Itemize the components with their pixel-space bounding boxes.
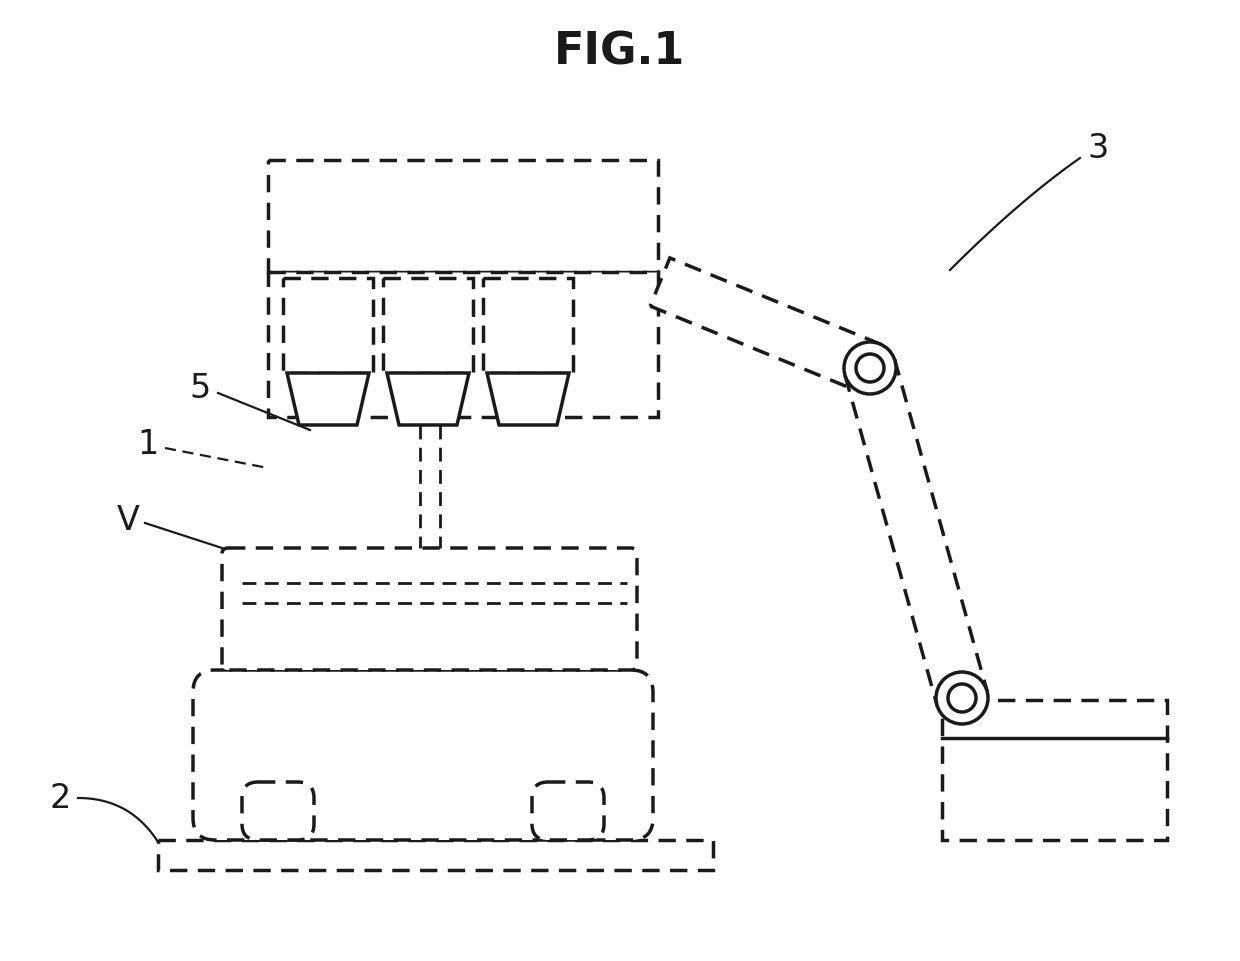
Text: 2: 2 <box>50 781 71 815</box>
Text: V: V <box>117 504 139 536</box>
FancyBboxPatch shape <box>242 782 314 840</box>
Bar <box>484 278 573 373</box>
Bar <box>942 700 1167 840</box>
Text: 1: 1 <box>138 429 159 461</box>
Polygon shape <box>844 361 987 705</box>
Circle shape <box>844 342 897 394</box>
Polygon shape <box>487 373 569 425</box>
FancyBboxPatch shape <box>222 548 637 670</box>
Polygon shape <box>286 373 370 425</box>
Text: 3: 3 <box>1087 132 1109 164</box>
FancyBboxPatch shape <box>532 782 604 840</box>
Bar <box>283 278 373 373</box>
Text: 5: 5 <box>190 372 211 405</box>
Bar <box>268 272 658 417</box>
Text: FIG.1: FIG.1 <box>554 31 686 73</box>
Polygon shape <box>387 373 469 425</box>
Polygon shape <box>650 258 880 392</box>
FancyBboxPatch shape <box>193 670 653 840</box>
Bar <box>157 840 713 870</box>
Bar <box>268 160 658 272</box>
Circle shape <box>936 672 988 724</box>
Bar <box>383 278 472 373</box>
